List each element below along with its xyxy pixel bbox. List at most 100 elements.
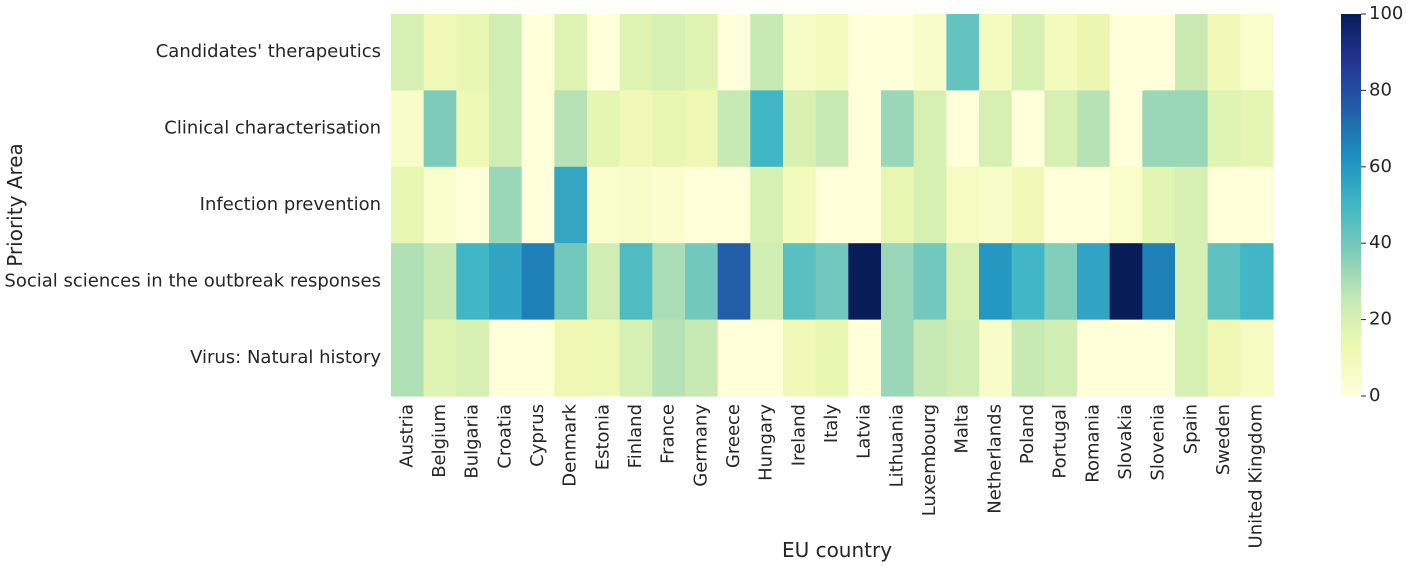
x-tick-label: United Kingdom: [1246, 404, 1267, 548]
heatmap-cell: [946, 319, 980, 397]
colorbar: [1341, 14, 1361, 396]
heatmap-cell: [1109, 243, 1143, 321]
heatmap-cell: [489, 90, 523, 168]
x-tick-label: Finland: [625, 404, 646, 468]
x-tick-label: Poland: [1017, 404, 1038, 464]
heatmap-cell: [391, 90, 425, 168]
heatmap-cell: [685, 90, 719, 168]
x-tick-label: Portugal: [1050, 404, 1071, 479]
heatmap-cell: [423, 319, 457, 397]
heatmap-cell: [652, 14, 686, 91]
x-axis-title: EU country: [782, 538, 892, 562]
heatmap-cell: [489, 14, 523, 91]
heatmap-cell: [1077, 319, 1111, 397]
heatmap-cell: [815, 14, 849, 91]
heatmap-cell: [881, 319, 915, 397]
heatmap-cell: [1175, 14, 1209, 91]
heatmap-cell: [685, 166, 719, 244]
heatmap-cell: [1175, 166, 1209, 244]
heatmap-cell: [848, 14, 882, 91]
heatmap-cell: [1011, 166, 1045, 244]
heatmap-cell: [815, 319, 849, 397]
heatmap-cell: [783, 319, 817, 397]
heatmap-cell: [1109, 319, 1143, 397]
heatmap-cell: [1011, 243, 1045, 321]
heatmap-cell: [1175, 243, 1209, 321]
heatmap-cell: [750, 166, 784, 244]
x-tick-label: Estonia: [592, 404, 613, 470]
heatmap-cell: [423, 166, 457, 244]
x-tick-label: Greece: [723, 404, 744, 468]
heatmap-cell: [619, 243, 653, 321]
heatmap-cell: [619, 90, 653, 168]
heatmap-cell: [423, 14, 457, 91]
heatmap-cell: [1011, 14, 1045, 91]
heatmap-cell: [685, 319, 719, 397]
x-tick-label: Slovenia: [1148, 404, 1169, 481]
heatmap-cell: [587, 243, 621, 321]
x-tick-label: Germany: [690, 404, 711, 487]
x-tick-label: Latvia: [854, 404, 875, 459]
heatmap-cell: [554, 90, 588, 168]
heatmap-cell: [1240, 166, 1274, 244]
heatmap-cell: [1142, 14, 1176, 91]
x-tick-label: Malta: [952, 404, 973, 454]
heatmap-cell: [619, 14, 653, 91]
x-tick-label: Bulgaria: [462, 404, 483, 479]
heatmap-cell: [1142, 90, 1176, 168]
heatmap-cell: [1044, 319, 1078, 397]
heatmap-cell: [1207, 90, 1241, 168]
heatmap-cell: [848, 243, 882, 321]
y-tick-label: Social sciences in the outbreak response…: [4, 270, 381, 291]
heatmap-cell: [619, 319, 653, 397]
heatmap-cell: [1011, 90, 1045, 168]
heatmap-cell: [1109, 90, 1143, 168]
y-tick-label: Infection prevention: [200, 194, 381, 215]
heatmap-cell: [783, 243, 817, 321]
heatmap-cell: [815, 166, 849, 244]
colorbar-tick-label: 80: [1369, 79, 1392, 100]
heatmap-cell: [1240, 319, 1274, 397]
heatmap-cell: [783, 166, 817, 244]
heatmap-cell: [391, 319, 425, 397]
heatmap-cell: [1240, 14, 1274, 91]
heatmap-cells: [391, 14, 1274, 397]
x-tick-label: Denmark: [560, 403, 581, 486]
heatmap-cell: [456, 166, 490, 244]
heatmap-cell: [783, 90, 817, 168]
heatmap-cell: [619, 166, 653, 244]
heatmap-cell: [1109, 14, 1143, 91]
heatmap-cell: [554, 319, 588, 397]
heatmap-cell: [1077, 166, 1111, 244]
heatmap-cell: [979, 90, 1013, 168]
heatmap-cell: [848, 319, 882, 397]
heatmap-cell: [652, 319, 686, 397]
heatmap-cell: [913, 14, 947, 91]
colorbar-tick-label: 60: [1369, 156, 1392, 177]
heatmap-cell: [554, 14, 588, 91]
x-tick-label: Hungary: [756, 404, 777, 481]
x-tick-label: Spain: [1180, 404, 1201, 454]
heatmap-cell: [587, 90, 621, 168]
heatmap-cell: [1109, 166, 1143, 244]
heatmap-cell: [913, 319, 947, 397]
heatmap-cell: [685, 14, 719, 91]
y-tick-label: Clinical characterisation: [164, 118, 381, 139]
heatmap-cell: [946, 14, 980, 91]
heatmap-cell: [1077, 243, 1111, 321]
heatmap-cell: [1207, 166, 1241, 244]
heatmap-cell: [717, 90, 751, 168]
heatmap-cell: [1142, 319, 1176, 397]
x-tick-label: Slovakia: [1115, 404, 1136, 480]
heatmap-cell: [554, 243, 588, 321]
heatmap-cell: [881, 14, 915, 91]
heatmap-cell: [717, 243, 751, 321]
x-tick-label: Ireland: [788, 404, 809, 466]
heatmap-cell: [815, 243, 849, 321]
x-tick-labels: Austria Belgium Bulgaria Croatia Cyprus Denma…: [396, 403, 1266, 548]
heatmap-cell: [750, 243, 784, 321]
heatmap-cell: [1207, 319, 1241, 397]
y-tick-label: Candidates' therapeutics: [156, 41, 381, 62]
heatmap-cell: [521, 90, 555, 168]
heatmap-cell: [423, 243, 457, 321]
